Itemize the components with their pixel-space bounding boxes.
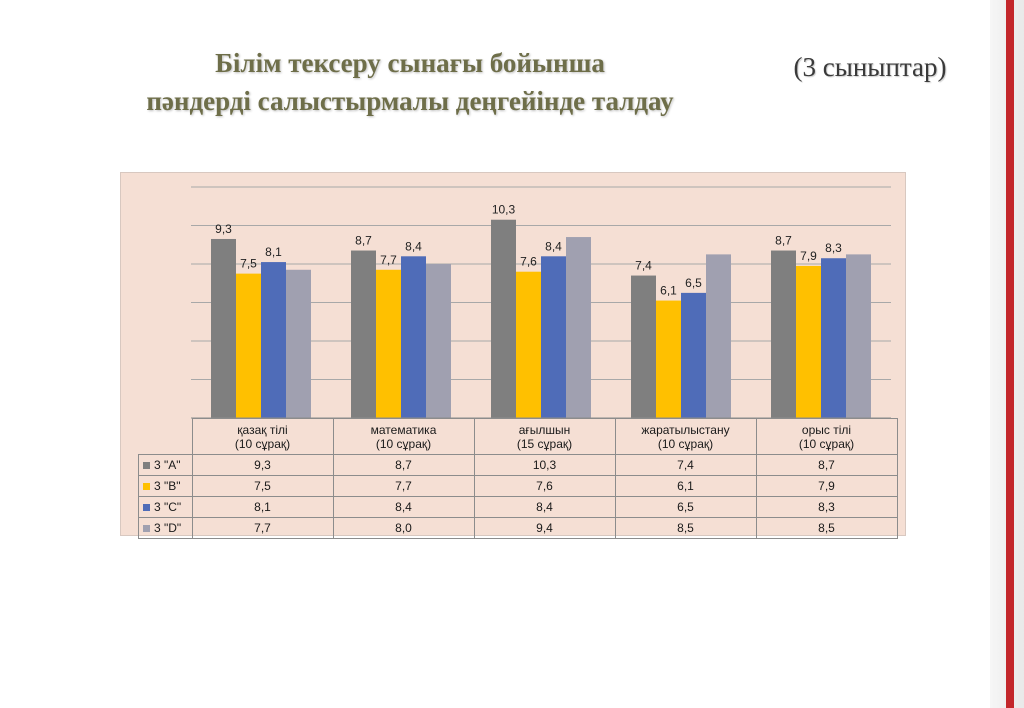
data-label: 8,4 <box>545 239 562 253</box>
bar <box>426 264 451 418</box>
data-label: 8,3 <box>825 241 842 255</box>
data-label: 8,4 <box>405 239 422 253</box>
table-cell-value: 7,4 <box>614 454 757 476</box>
category-name: ағылшын <box>518 422 571 437</box>
data-label: 7,4 <box>635 259 652 273</box>
data-label: 6,1 <box>660 284 677 298</box>
bar <box>516 271 541 418</box>
bar <box>631 275 656 418</box>
bar <box>706 254 731 418</box>
data-label: 6,5 <box>685 276 702 290</box>
category-label: ағылшын (15 сұрақ) <box>473 418 616 455</box>
bar <box>771 250 796 418</box>
category-question-count: (15 сұрақ) <box>516 436 573 451</box>
table-cell-value: 7,5 <box>191 475 334 497</box>
table-row: 3 "А" 9,3 8,7 10,3 7,4 8,7 <box>138 454 898 476</box>
table-row: 3 "D" 7,7 8,0 9,4 8,5 8,5 <box>138 517 898 539</box>
series-name: 3 "С" <box>154 500 182 514</box>
bar <box>656 300 681 418</box>
bar <box>541 256 566 418</box>
category-name: математика <box>370 422 437 437</box>
table-cell-value: 9,3 <box>191 454 334 476</box>
category-name: қазақ тілі <box>237 422 288 437</box>
bar <box>491 219 516 418</box>
data-label: 8,1 <box>265 245 282 259</box>
table-cell-value: 9,4 <box>473 517 616 539</box>
data-label: 10,3 <box>492 203 516 217</box>
table-cell-value: 7,9 <box>755 475 898 497</box>
table-row: 3 "С" 8,1 8,4 8,4 6,5 8,3 <box>138 496 898 518</box>
bar <box>796 265 821 418</box>
series-name: 3 "В" <box>154 479 181 493</box>
table-cell-value: 6,1 <box>614 475 757 497</box>
title-line-1: Білім тексеру сынағы бойынша <box>215 48 605 78</box>
bar <box>286 269 311 418</box>
category-label: қазақ тілі (10 сұрақ) <box>191 418 334 455</box>
series-name: 3 "D" <box>154 521 182 535</box>
data-label: 9,3 <box>215 222 232 236</box>
table-cell-value: 8,4 <box>473 496 616 518</box>
data-label: 7,5 <box>240 257 257 271</box>
table-cell-value: 8,5 <box>614 517 757 539</box>
table-cell-value: 6,5 <box>614 496 757 518</box>
bar <box>351 250 376 418</box>
series-legend-cell: 3 "А" <box>138 454 193 476</box>
bar <box>566 237 591 418</box>
bar <box>681 292 706 418</box>
table-cell-value: 8,7 <box>332 454 475 476</box>
bar <box>401 256 426 418</box>
bar <box>261 262 286 418</box>
category-question-count: (10 сұрақ) <box>234 436 291 451</box>
data-label: 8,7 <box>355 234 372 248</box>
category-question-count: (10 сұрақ) <box>375 436 432 451</box>
category-label: математика (10 сұрақ) <box>332 418 475 455</box>
table-cell-value: 10,3 <box>473 454 616 476</box>
slide-accent-bar <box>1006 0 1014 708</box>
data-table: қазақ тілі (10 сұрақ) математика (10 сұрақ)… <box>138 418 898 539</box>
series-legend-cell: 3 "D" <box>138 517 193 539</box>
table-cell-value: 7,7 <box>191 517 334 539</box>
table-cell-value: 8,0 <box>332 517 475 539</box>
bar <box>846 254 871 418</box>
bar <box>376 269 401 418</box>
legend-key <box>143 504 150 511</box>
slide-subtitle: (3 сыныптар) <box>793 52 947 82</box>
legend-key <box>143 462 150 469</box>
title-line-2: пәндерді салыстырмалы деңгейінде талдау <box>146 86 674 116</box>
category-name: орыс тілі <box>801 422 852 437</box>
chart-area: 9,3 8,7 10,3 7,4 8,7 7,5 7,7 7,6 6,1 7,9 8,1 8,4 8,4… <box>120 172 906 539</box>
data-label: 8,7 <box>775 234 792 248</box>
bar <box>821 258 846 418</box>
series-legend-cell: 3 "С" <box>138 496 193 518</box>
data-label: 7,6 <box>520 255 537 269</box>
slide-title: Білім тексеру сынағы бойынша пәндерді са… <box>60 44 760 120</box>
legend-key <box>143 525 150 532</box>
table-cell-value: 8,1 <box>191 496 334 518</box>
table-cell-value: 8,5 <box>755 517 898 539</box>
category-name: жаратылыстану <box>641 422 730 437</box>
category-label: жаратылыстану (10 сұрақ) <box>614 418 757 455</box>
series-name: 3 "А" <box>154 458 181 472</box>
table-cell-value: 7,6 <box>473 475 616 497</box>
table-row: 3 "В" 7,5 7,7 7,6 6,1 7,9 <box>138 475 898 497</box>
data-label: 7,7 <box>380 253 397 267</box>
table-corner <box>139 419 193 455</box>
category-question-count: (10 сұрақ) <box>798 436 855 451</box>
table-cell-value: 8,7 <box>755 454 898 476</box>
table-cell-value: 7,7 <box>332 475 475 497</box>
bar-chart: 9,3 8,7 10,3 7,4 8,7 7,5 7,7 7,6 6,1 7,9 8,1 8,4 8,4… <box>191 186 891 419</box>
category-label: орыс тілі (10 сұрақ) <box>755 418 898 455</box>
category-question-count: (10 сұрақ) <box>657 436 714 451</box>
legend-key <box>143 483 150 490</box>
bar <box>211 238 236 418</box>
table-cell-value: 8,4 <box>332 496 475 518</box>
bar <box>236 273 261 418</box>
table-header-row: қазақ тілі (10 сұрақ) математика (10 сұрақ)… <box>139 418 898 455</box>
table-cell-value: 8,3 <box>755 496 898 518</box>
data-label: 7,9 <box>800 249 817 263</box>
series-legend-cell: 3 "В" <box>138 475 193 497</box>
